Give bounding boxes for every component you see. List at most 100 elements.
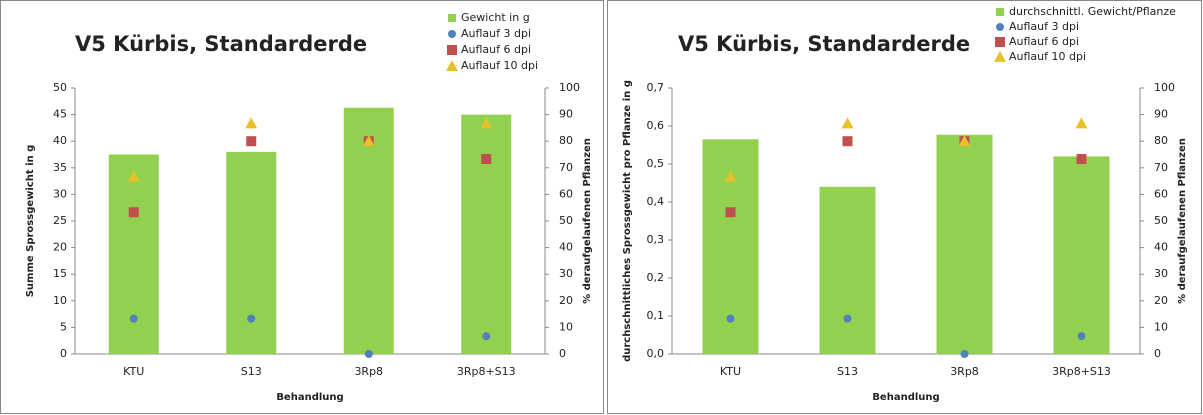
point <box>842 136 853 147</box>
x-tick-label: KTU <box>123 365 144 378</box>
y2-tick-label: 20 <box>559 294 573 307</box>
point <box>726 314 735 323</box>
point <box>246 136 257 147</box>
y-tick-label: 0,0 <box>647 347 665 360</box>
y-tick-label: 10 <box>53 294 67 307</box>
point <box>245 117 258 129</box>
point <box>481 154 492 165</box>
y2-tick-label: 50 <box>1154 214 1168 227</box>
legend-marker <box>448 14 456 22</box>
bar <box>819 186 876 354</box>
legend-label: Auflauf 10 dpi <box>1009 50 1086 63</box>
point <box>247 314 256 323</box>
y-tick-label: 0 <box>60 347 67 360</box>
x-axis-title: Behandlung <box>276 392 343 403</box>
y2-tick-label: 40 <box>1154 241 1168 254</box>
y-tick-label: 25 <box>53 214 67 227</box>
legend-marker <box>446 60 458 71</box>
y2-tick-label: 50 <box>559 214 573 227</box>
y2-tick-label: 90 <box>1154 108 1168 121</box>
bar <box>461 114 512 354</box>
point <box>480 117 493 129</box>
y-tick-label: 0,4 <box>647 195 665 208</box>
panel-border <box>607 0 1202 414</box>
y2-tick-label: 40 <box>559 241 573 254</box>
x-tick-label: S13 <box>241 365 262 378</box>
y2-tick-label: 30 <box>1154 267 1168 280</box>
legend-marker <box>996 23 1004 31</box>
legend-label: Auflauf 6 dpi <box>1009 35 1079 48</box>
point <box>960 350 969 358</box>
y-tick-label: 0,7 <box>647 81 665 94</box>
point <box>724 170 737 182</box>
y-axis-title: durchschnittliches Sprossgewicht pro Pfl… <box>622 80 633 362</box>
y2-tick-label: 90 <box>559 108 573 121</box>
y2-tick-label: 80 <box>559 134 573 147</box>
y2-axis-title: % deraufgelaufenen Pflanzen <box>1177 138 1188 304</box>
y2-tick-label: 80 <box>1154 134 1168 147</box>
y-tick-label: 40 <box>53 134 67 147</box>
point <box>129 314 138 323</box>
x-tick-label: S13 <box>837 365 858 378</box>
point <box>1077 332 1086 341</box>
legend-label: Gewicht in g <box>461 11 530 24</box>
y-tick-label: 50 <box>53 81 67 94</box>
bar <box>226 151 277 354</box>
y-tick-label: 0,5 <box>647 157 665 170</box>
x-tick-label: 3Rp8+S13 <box>1052 365 1111 378</box>
point <box>1075 117 1088 129</box>
point <box>127 170 140 182</box>
y2-tick-label: 100 <box>1154 81 1175 94</box>
y-tick-label: 20 <box>53 241 67 254</box>
y2-tick-label: 60 <box>1154 187 1168 200</box>
bar <box>1053 156 1110 354</box>
y-tick-label: 0,1 <box>647 309 665 322</box>
point <box>841 117 854 129</box>
point <box>128 207 139 218</box>
point <box>843 314 852 323</box>
y2-tick-label: 30 <box>559 267 573 280</box>
y2-tick-label: 10 <box>1154 320 1168 333</box>
y2-tick-label: 0 <box>559 347 566 360</box>
x-tick-label: 3Rp8+S13 <box>457 365 516 378</box>
chart-title: V5 Kürbis, Standarderde <box>678 32 970 56</box>
y2-tick-label: 70 <box>559 161 573 174</box>
y-tick-label: 0,6 <box>647 119 665 132</box>
x-tick-label: 3Rp8 <box>354 365 383 378</box>
legend-marker <box>994 51 1006 62</box>
y-tick-label: 5 <box>60 320 67 333</box>
legend-marker <box>996 8 1004 16</box>
legend-label: durchschnittl. Gewicht/Pflanze <box>1009 5 1176 18</box>
point <box>364 350 373 358</box>
y2-axis-title: % deraufgelaufenen Pflanzen <box>582 138 593 304</box>
y-tick-label: 0,3 <box>647 233 665 246</box>
y-axis-title: Summe Sprossgewicht in g <box>25 145 36 298</box>
point <box>362 135 375 147</box>
y2-tick-label: 70 <box>1154 161 1168 174</box>
legend-label: Auflauf 10 dpi <box>461 59 538 72</box>
point <box>482 332 491 341</box>
point <box>1076 154 1087 165</box>
x-tick-label: KTU <box>720 365 741 378</box>
point <box>958 135 971 147</box>
legend-label: Auflauf 3 dpi <box>461 27 531 40</box>
y-tick-label: 0,2 <box>647 271 665 284</box>
legend-label: Auflauf 6 dpi <box>461 43 531 56</box>
y2-tick-label: 20 <box>1154 294 1168 307</box>
y2-tick-label: 0 <box>1154 347 1161 360</box>
y-tick-label: 45 <box>53 108 67 121</box>
x-tick-label: 3Rp8 <box>950 365 979 378</box>
y2-tick-label: 10 <box>559 320 573 333</box>
legend-marker <box>447 45 457 55</box>
y2-tick-label: 100 <box>559 81 580 94</box>
y-tick-label: 30 <box>53 187 67 200</box>
bar <box>936 134 993 354</box>
legend-label: Auflauf 3 dpi <box>1009 20 1079 33</box>
y-tick-label: 15 <box>53 267 67 280</box>
legend-marker <box>995 37 1005 47</box>
bar <box>343 107 394 355</box>
legend-marker <box>448 30 456 38</box>
panel-border <box>0 0 604 414</box>
y2-tick-label: 60 <box>559 187 573 200</box>
